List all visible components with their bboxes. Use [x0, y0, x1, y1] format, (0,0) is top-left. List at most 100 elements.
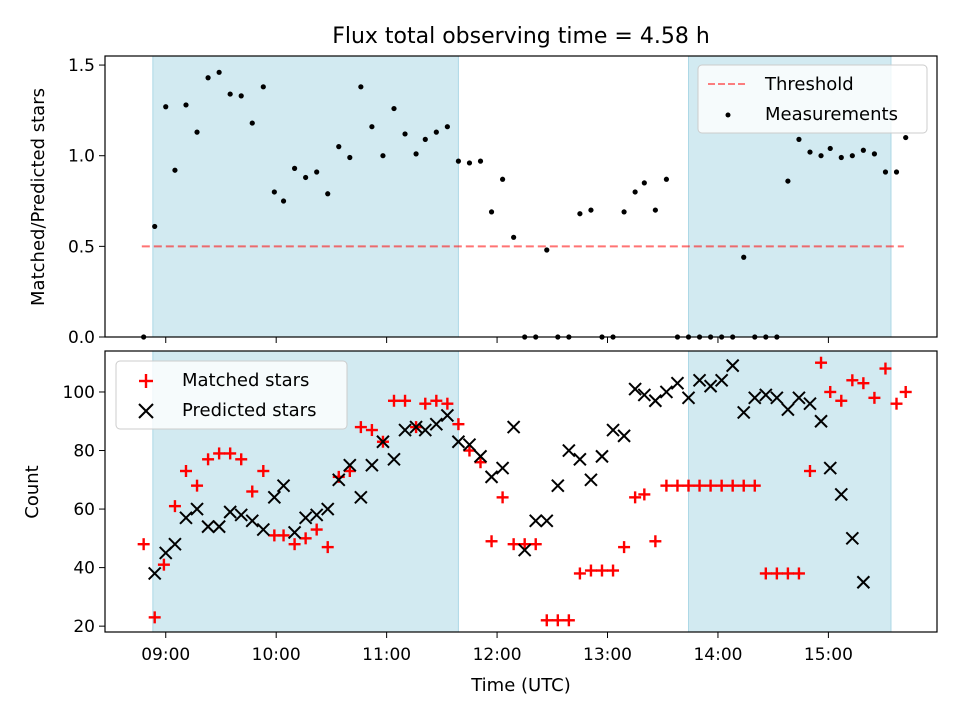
x-tick-label: 13:00 [583, 645, 632, 665]
predicted-star-point [814, 414, 828, 428]
predicted-star-point [703, 379, 718, 393]
matched-star-point [660, 479, 673, 492]
predicted-star-point [473, 449, 488, 464]
predicted-star-point [792, 391, 806, 405]
matched-star-point [629, 491, 642, 504]
matched-star-point [857, 377, 870, 390]
matched-star-point [257, 465, 270, 478]
matched-star-point [399, 394, 412, 407]
legend-threshold-label: Threshold [764, 74, 854, 95]
measurement-point [347, 154, 353, 161]
predicted-star-point [287, 525, 302, 540]
measurement-point [903, 134, 909, 141]
matched-star-point [310, 523, 323, 536]
matched-star-point [452, 418, 465, 431]
legend-measurements-label: Measurements [765, 104, 898, 125]
matched-star-point [879, 362, 892, 375]
matched-star-point [137, 538, 150, 551]
measurement-point [194, 129, 200, 135]
measurement-point [818, 153, 824, 159]
measurement-point [641, 180, 647, 186]
measurement-point [238, 93, 244, 99]
matched-star-point [715, 479, 728, 492]
y-tick-label: 1.0 [68, 147, 95, 167]
predicted-star-point [409, 420, 423, 434]
predicted-star-point [681, 391, 696, 405]
measurement-point [183, 102, 189, 108]
x-tick-label: 11:00 [362, 645, 411, 665]
bottom-panel: 20 40 60 80 100 09:00 10:00 11:00 12:00 13:00 14:… [22, 350, 938, 696]
matched-star-point [562, 614, 575, 627]
matched-star-point [419, 397, 432, 410]
matched-star-point [288, 538, 301, 551]
predicted-star-point [376, 435, 390, 449]
predicted-star-point [781, 402, 795, 417]
matched-star-point [213, 447, 226, 460]
matched-star-point [595, 564, 608, 577]
predicted-star-point [659, 385, 674, 399]
predicted-star-point [354, 490, 368, 505]
top-x-ticks [165, 337, 829, 343]
predicted-star-point [540, 514, 554, 528]
matched-star-point [518, 538, 531, 551]
measurement-point [488, 209, 495, 215]
predicted-star-point [365, 458, 379, 472]
legend-predicted-swatch [138, 403, 154, 419]
measurement-point [588, 207, 594, 213]
matched-star-point [168, 500, 181, 513]
predicted-star-point [451, 435, 466, 449]
measurement-point [796, 136, 802, 142]
measurement-point [807, 149, 813, 155]
predicted-star-point [606, 423, 620, 437]
bottom-axes-frame [104, 350, 938, 633]
matched-star-point [737, 479, 750, 492]
top-legend-box [697, 64, 928, 134]
x-tick-label: 14:00 [693, 645, 742, 665]
matched-star-point [704, 479, 717, 492]
matched-star-point [277, 529, 290, 542]
predicted-star-point [190, 502, 204, 516]
top-y-axis-label: Matched/Predicted stars [28, 88, 49, 306]
matched-star-point [235, 453, 248, 466]
predicted-star-point [584, 473, 598, 487]
matched-star-point [835, 394, 848, 407]
measurement-point [511, 234, 517, 240]
measurement-point [152, 223, 158, 230]
matched-star-point [365, 424, 378, 437]
x-tick-label: 15:00 [804, 645, 853, 665]
predicted-star-point [845, 531, 860, 546]
measurement-point [227, 91, 233, 97]
top-legend: Threshold Measurements [697, 64, 928, 134]
matched-star-point [618, 541, 631, 554]
predicted-star-point [725, 358, 740, 373]
matched-star-point [474, 456, 487, 469]
measurement-point [544, 247, 550, 253]
predicted-star-point [670, 376, 685, 390]
matched-star-point [824, 385, 837, 398]
predicted-star-point [506, 420, 521, 434]
predicted-star-point [495, 461, 510, 475]
predicted-star-point [332, 473, 346, 487]
predicted-star-point [276, 478, 291, 493]
matched-star-point [815, 356, 828, 369]
measurement-point [380, 153, 386, 159]
predicted-star-point [856, 575, 871, 589]
measurement-point [249, 120, 255, 126]
measurement-point [499, 176, 506, 182]
predicted-star-point [517, 543, 532, 557]
matched-star-point [430, 394, 443, 407]
measurement-point [303, 174, 309, 181]
predicted-star-point [267, 490, 282, 505]
predicted-star-point [223, 505, 237, 519]
predicted-star-point [245, 514, 259, 528]
matched-star-point [846, 374, 859, 387]
matched-star-point [202, 453, 215, 466]
matched-star-point [224, 447, 237, 460]
matched-star-point [551, 614, 564, 627]
measurement-point [785, 178, 791, 184]
measurement-point [280, 198, 287, 204]
y-tick-label: 60 [73, 500, 95, 520]
legend-measurements-swatch [725, 112, 731, 118]
measurement-point [413, 151, 419, 157]
observing-window-1 [152, 55, 459, 338]
